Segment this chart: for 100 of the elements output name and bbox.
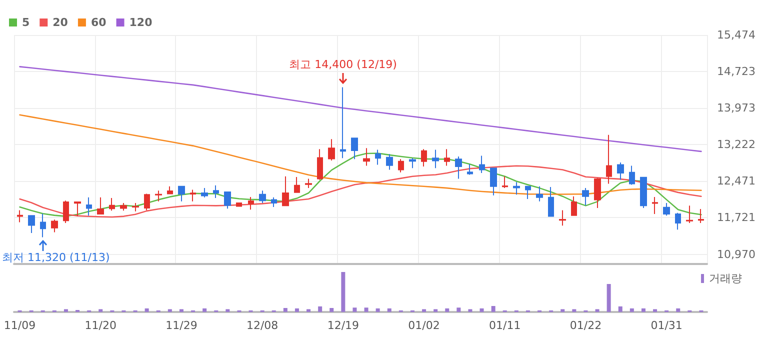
- candlestick: [340, 86, 346, 159]
- candlestick: [144, 193, 150, 211]
- candlestick: [294, 176, 300, 194]
- line-series: [19, 152, 702, 217]
- candlestick: [571, 196, 577, 216]
- bar: [364, 308, 368, 312]
- bar: [202, 308, 207, 312]
- bar: [606, 284, 611, 312]
- bar: [387, 308, 392, 312]
- candlestick: [421, 148, 427, 167]
- candlestick: [51, 219, 58, 233]
- candlestick: [548, 186, 554, 218]
- y-tick-label: 11,721: [717, 211, 756, 224]
- bar: [226, 309, 230, 312]
- candlestick: [363, 148, 370, 166]
- candlestick: [490, 167, 497, 196]
- candlestick: [386, 154, 393, 170]
- bar: [376, 308, 380, 312]
- annotation: 최저 11,320 (11/13): [2, 251, 110, 264]
- x-tick-label: 01/11: [489, 319, 521, 332]
- candlestick: [28, 215, 35, 234]
- bar: [352, 308, 357, 312]
- bar: [445, 308, 450, 312]
- bar: [330, 308, 334, 312]
- candlestick: [97, 196, 104, 215]
- candlestick: [155, 190, 162, 202]
- candlestick: [74, 201, 81, 217]
- candlestick: [63, 200, 69, 224]
- y-tick-label: 14,723: [717, 65, 756, 78]
- candlestick: [467, 164, 473, 176]
- bar: [422, 309, 426, 312]
- x-tick-label: 01/02: [408, 319, 440, 332]
- candlestick: [236, 202, 242, 208]
- candlestick: [178, 186, 185, 202]
- candlestick: [479, 155, 485, 174]
- y-tick-label: 12,471: [717, 174, 756, 188]
- candlestick: [248, 196, 254, 210]
- candlestick: [282, 176, 289, 207]
- legend-label: 5: [22, 16, 30, 29]
- line-series: [19, 165, 702, 218]
- candlestick: [317, 148, 323, 180]
- bar: [144, 308, 149, 312]
- candlestick: [502, 176, 508, 189]
- legend-label: 60: [90, 16, 107, 29]
- legend-label: 120: [129, 16, 153, 29]
- x-tick-label: 01/22: [570, 319, 602, 332]
- candlestick: [582, 188, 589, 206]
- candlestick: [686, 205, 693, 224]
- bar: [641, 308, 646, 312]
- candlestick: [444, 148, 450, 166]
- candlestick: [594, 178, 601, 208]
- bar: [434, 309, 438, 312]
- candlestick: [513, 182, 520, 196]
- legend-label: 거래량: [709, 272, 742, 285]
- bar: [630, 308, 634, 312]
- bar: [560, 309, 565, 312]
- bar: [618, 306, 622, 312]
- bar: [572, 309, 576, 312]
- candlestick: [305, 178, 312, 189]
- bar: [595, 309, 600, 312]
- candlestick: [120, 202, 127, 212]
- bar: [468, 309, 472, 312]
- y-tick-label: 13,222: [717, 138, 756, 152]
- candlestick: [351, 137, 358, 160]
- candlestick: [259, 190, 266, 204]
- candlestick: [132, 202, 139, 212]
- bar: [168, 309, 172, 312]
- bar: [480, 308, 484, 312]
- bar: [294, 308, 299, 312]
- candlestick: [629, 165, 635, 186]
- candlestick: [213, 184, 219, 198]
- annotation: 최고 14,400 (12/19): [289, 58, 397, 72]
- x-tick-label: 11/09: [4, 319, 36, 332]
- candlestick: [606, 134, 612, 184]
- candlestick: [698, 208, 704, 224]
- candlestick: [675, 212, 681, 230]
- candlestick: [536, 186, 543, 202]
- y-tick-label: 13,973: [717, 102, 756, 115]
- y-tick-label: 10,970: [717, 248, 756, 261]
- candlestick: [640, 176, 647, 208]
- bar: [456, 308, 461, 312]
- bar: [306, 309, 311, 312]
- legend-label: 20: [52, 16, 68, 29]
- bar: [98, 309, 103, 312]
- bar: [491, 306, 496, 312]
- bar: [64, 309, 68, 312]
- candlestick: [17, 210, 23, 223]
- bar: [283, 308, 288, 312]
- candlestick: [271, 196, 277, 208]
- bar: [341, 272, 346, 312]
- candlestick: [86, 196, 92, 216]
- y-tick-label: 15,474: [717, 28, 756, 42]
- candlestick: [167, 186, 173, 195]
- bar: [653, 309, 658, 312]
- bar: [318, 306, 322, 312]
- candlestick: [40, 213, 46, 238]
- candlestick: [375, 149, 381, 166]
- candlestick: [525, 186, 531, 200]
- candlestick: [190, 189, 196, 202]
- candlestick: [109, 197, 115, 212]
